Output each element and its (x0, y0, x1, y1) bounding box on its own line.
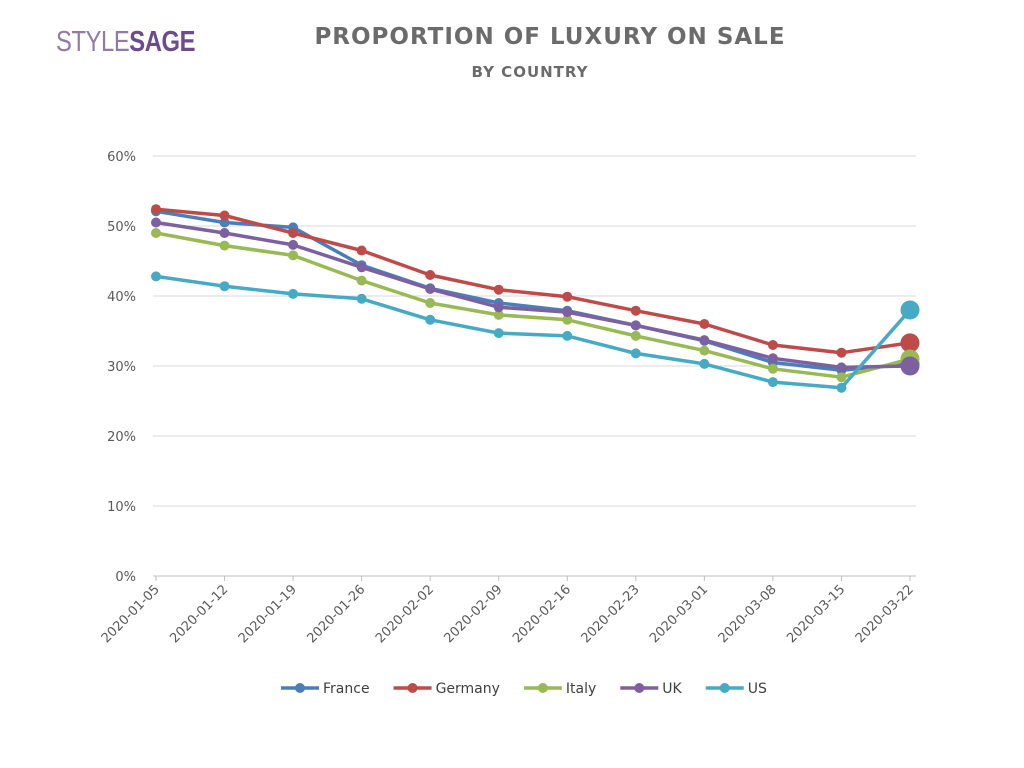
series-line-us (154, 274, 912, 390)
y-tick-label: 40% (107, 290, 136, 305)
x-tick-label: 2020-03-15 (784, 582, 848, 646)
data-point-us (493, 328, 504, 339)
data-point-us (219, 281, 230, 292)
y-tick-label: 10% (107, 500, 136, 515)
x-tick-label: 2020-01-12 (167, 582, 231, 646)
data-point-italy (836, 372, 847, 383)
data-point-us (562, 330, 573, 341)
legend-marker-us (719, 683, 730, 693)
data-point-italy (288, 250, 299, 261)
stylesage-logo: STYLESAGE (56, 26, 195, 59)
logo-part-sage: SAGE (129, 26, 196, 58)
data-point-france (219, 217, 230, 228)
data-point-italy (493, 309, 504, 320)
data-point-us (425, 314, 436, 325)
legend-marker-uk (634, 683, 645, 693)
data-point-germany (900, 333, 920, 353)
data-point-uk (699, 335, 710, 346)
data-point-us (767, 377, 778, 388)
x-tick-label: 2020-01-26 (304, 582, 368, 646)
data-point-italy (767, 363, 778, 374)
series-line-italy (154, 231, 912, 379)
logo-part-style: STYLE (56, 26, 130, 58)
data-point-us (288, 288, 299, 299)
data-point-italy (425, 298, 436, 308)
data-point-uk (562, 307, 573, 318)
x-tick-label: 2020-02-02 (373, 582, 437, 646)
legend-label-uk: UK (662, 681, 682, 697)
legend-marker-germany (407, 683, 418, 693)
data-point-italy (630, 330, 641, 341)
legend-label-germany: Germany (436, 681, 500, 697)
data-point-italy (151, 228, 161, 238)
legend-label-us: US (748, 681, 767, 697)
x-tick-label: 2020-03-22 (853, 582, 917, 646)
data-point-italy (699, 345, 710, 356)
data-point-us (151, 271, 161, 282)
legend-marker-italy (537, 683, 548, 693)
data-point-uk (767, 353, 778, 364)
y-tick-label: 60% (107, 150, 136, 165)
data-point-uk (900, 356, 920, 376)
legend-label-italy: Italy (566, 681, 596, 697)
data-point-uk (219, 228, 230, 238)
x-tick-label: 2020-02-23 (579, 582, 643, 646)
x-tick-label: 2020-02-09 (442, 582, 506, 646)
data-point-germany (288, 228, 299, 238)
data-point-uk (630, 320, 641, 331)
series-line-germany (154, 207, 912, 355)
data-point-italy (219, 240, 230, 251)
legend-marker-france (295, 683, 305, 693)
x-tick-label: 2020-03-08 (716, 582, 780, 646)
data-point-germany (630, 305, 641, 316)
y-tick-label: 50% (107, 220, 136, 235)
chart-title: PROPORTION OF LUXURY ON SALE (314, 24, 786, 50)
data-point-uk (836, 362, 847, 373)
data-point-us (630, 348, 641, 359)
x-tick-label: 2020-02-16 (510, 582, 574, 646)
data-point-uk (356, 262, 367, 273)
data-point-us (900, 300, 920, 320)
data-point-germany (493, 284, 504, 295)
data-point-germany (219, 210, 230, 221)
data-point-uk (425, 284, 436, 294)
data-point-uk (493, 302, 504, 313)
data-point-italy (356, 275, 367, 286)
data-point-italy (562, 314, 573, 325)
y-tick-label: 30% (107, 360, 136, 375)
data-point-germany (562, 291, 573, 302)
data-point-germany (836, 347, 847, 358)
data-point-uk (151, 217, 161, 228)
chart-subtitle: BY COUNTRY (471, 63, 589, 81)
data-point-germany (767, 340, 778, 350)
series-line-france (154, 209, 912, 372)
data-point-germany (699, 319, 710, 329)
data-point-uk (288, 239, 299, 250)
data-point-germany (151, 204, 161, 215)
legend-label-france: France (323, 681, 370, 697)
x-tick-label: 2020-03-01 (647, 582, 711, 646)
data-point-us (699, 358, 710, 369)
y-tick-label: 20% (107, 430, 136, 445)
x-tick-label: 2020-01-05 (99, 582, 163, 646)
data-point-us (356, 293, 367, 304)
y-tick-label: 0% (115, 570, 136, 585)
data-point-germany (356, 245, 367, 256)
data-point-us (836, 382, 847, 393)
series-line-uk (154, 220, 912, 370)
data-point-germany (425, 270, 436, 280)
x-tick-label: 2020-01-19 (236, 582, 300, 646)
